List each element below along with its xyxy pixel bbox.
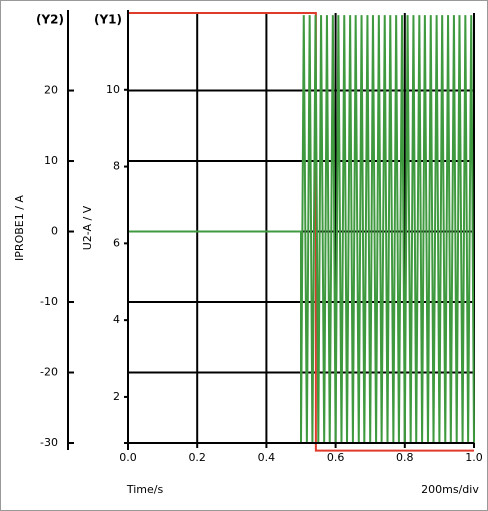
y-axis-label: U2-A / V bbox=[81, 205, 94, 250]
x-tick-label: 0.8 bbox=[396, 451, 414, 464]
lines bbox=[128, 12, 475, 452]
x-tick-label: 0.6 bbox=[327, 451, 345, 464]
x-tick-label: 1.0 bbox=[465, 451, 483, 464]
y2-tick-label: 10 bbox=[44, 154, 58, 167]
y1-tick-label: 8 bbox=[113, 160, 120, 173]
y2-axis-label: IPROBE1 / A bbox=[13, 195, 26, 261]
x-axis-label: Time/s bbox=[126, 483, 164, 496]
series-line bbox=[128, 15, 475, 444]
series-line bbox=[128, 12, 474, 452]
y2-tick-label: 0 bbox=[51, 225, 58, 238]
y1-tick-label: 10 bbox=[106, 83, 120, 96]
y1-tick-label: 6 bbox=[113, 236, 120, 249]
y2-tick-label: -30 bbox=[40, 436, 58, 449]
y2-tick-label: -20 bbox=[40, 366, 58, 379]
y1-header: (Y1) bbox=[94, 13, 122, 27]
y2-header: (Y2) bbox=[36, 13, 64, 27]
x-tick-label: 0.0 bbox=[119, 451, 137, 464]
y1-tick-label: 2 bbox=[113, 390, 120, 403]
scale-note: 200ms/div bbox=[421, 483, 479, 496]
y2-tick-label: -10 bbox=[40, 295, 58, 308]
x-tick-label: 0.4 bbox=[258, 451, 276, 464]
y2-tick-label: 20 bbox=[44, 84, 58, 97]
x-tick-label: 0.2 bbox=[188, 451, 206, 464]
y1-tick-label: 4 bbox=[113, 313, 120, 326]
